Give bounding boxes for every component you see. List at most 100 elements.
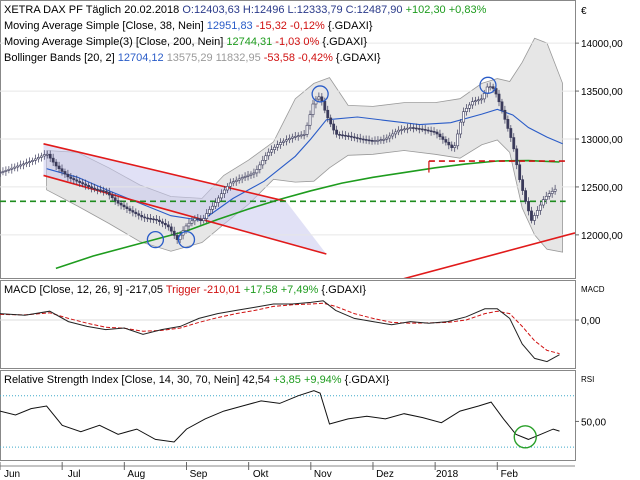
candle-body — [125, 206, 129, 209]
candle-body — [131, 210, 135, 213]
candle-body — [243, 176, 247, 178]
candle-body — [36, 157, 40, 160]
candle-body — [417, 128, 421, 130]
candle-body — [4, 170, 8, 172]
candle-body — [193, 218, 197, 222]
candle-body — [355, 137, 359, 139]
candle-body — [385, 137, 389, 140]
rsi-y-tick-label: 50,00 — [581, 417, 606, 428]
candle-body — [228, 182, 232, 187]
main-y-tick-label: 12000,00 — [581, 231, 623, 242]
candle-body — [119, 202, 123, 206]
candle-body — [13, 166, 17, 169]
candle-body — [78, 180, 82, 183]
high-circle-2 — [479, 76, 497, 94]
rising-support-line — [403, 232, 575, 278]
candle-body — [376, 139, 380, 142]
candle-body — [476, 99, 480, 102]
candle-body — [444, 139, 448, 143]
main-plot — [0, 37, 575, 278]
candle-body — [98, 189, 102, 192]
candle-body — [344, 134, 347, 137]
macd-axis-title: MACD — [581, 285, 605, 294]
candle-body — [199, 218, 203, 221]
candle-body — [7, 168, 11, 171]
candle-body — [468, 104, 471, 109]
candle-body — [140, 215, 144, 218]
candle-body — [187, 222, 191, 227]
main-y-tick-label: 12500,00 — [581, 183, 623, 194]
candle-body — [323, 100, 327, 111]
candle-body — [205, 213, 209, 219]
candle-body — [550, 190, 554, 194]
candle-body — [134, 211, 138, 215]
ma38-line — [46, 108, 563, 222]
candle-body — [202, 218, 206, 221]
downtrend-channel-fill — [43, 143, 327, 255]
channel-lower-line — [43, 174, 327, 255]
candle-body — [491, 86, 495, 89]
candle-body — [220, 193, 223, 199]
candle-body — [459, 121, 463, 135]
candle-body — [25, 162, 28, 165]
candle-body — [367, 139, 371, 142]
candle-body — [72, 178, 76, 181]
candle-body — [246, 174, 250, 177]
candle-body — [506, 119, 510, 129]
candle-body — [237, 178, 241, 181]
candle-body — [143, 216, 147, 219]
candle-body — [332, 123, 336, 131]
candle-body — [234, 179, 238, 182]
main-y-tick-label: 13500,00 — [581, 87, 623, 98]
candle-body — [57, 165, 61, 170]
candle-body — [264, 155, 268, 161]
candle-body — [16, 165, 20, 168]
candle-body — [45, 153, 49, 156]
candle-body — [429, 130, 433, 132]
candle-body — [503, 109, 507, 120]
candle-body — [160, 221, 164, 224]
candle-body — [279, 142, 282, 145]
candle-body — [163, 222, 167, 226]
candle-body — [426, 129, 430, 132]
candle-body — [96, 188, 99, 191]
candle-body — [515, 148, 519, 166]
candle-body — [391, 133, 395, 137]
candle-body — [411, 127, 415, 129]
candle-body — [258, 164, 262, 170]
macd-trigger-line — [0, 302, 560, 355]
candle-body — [81, 182, 85, 185]
candle-body — [149, 218, 152, 220]
macd-line — [0, 300, 560, 363]
x-axis-label-1: Jul — [68, 469, 81, 480]
x-axis-label-7: 2018 — [436, 469, 459, 480]
x-axis-label-4: Okt — [253, 469, 269, 480]
x-axis-label-2: Aug — [127, 469, 145, 480]
candle-body — [308, 114, 312, 126]
candle-body — [255, 169, 259, 174]
candle-body — [524, 190, 527, 202]
macd-plot — [0, 300, 575, 363]
candle-body — [196, 218, 200, 220]
candle-body — [494, 88, 498, 95]
candle-body — [166, 224, 170, 228]
bollinger-legend: Bollinger Bands [20, 2] 12704,12 13575,2… — [4, 52, 381, 64]
candle-body — [358, 137, 362, 140]
candle-body — [432, 131, 436, 133]
candle-body — [533, 215, 536, 221]
candle-body — [329, 117, 333, 125]
candle-body — [465, 107, 468, 112]
candle-body — [373, 140, 377, 142]
rsi-plot — [0, 390, 575, 449]
candle-body — [317, 96, 321, 100]
rsi-legend: Relative Strength Index [Close, 14, 30, … — [4, 374, 390, 386]
candle-body — [116, 200, 120, 204]
candle-body — [101, 190, 105, 192]
candle-body — [249, 173, 253, 176]
candle-body — [471, 101, 474, 106]
candle-body — [535, 210, 539, 216]
candle-body — [270, 149, 274, 153]
candle-body — [48, 153, 52, 159]
candle-body — [361, 138, 365, 141]
candle-body — [311, 103, 315, 115]
